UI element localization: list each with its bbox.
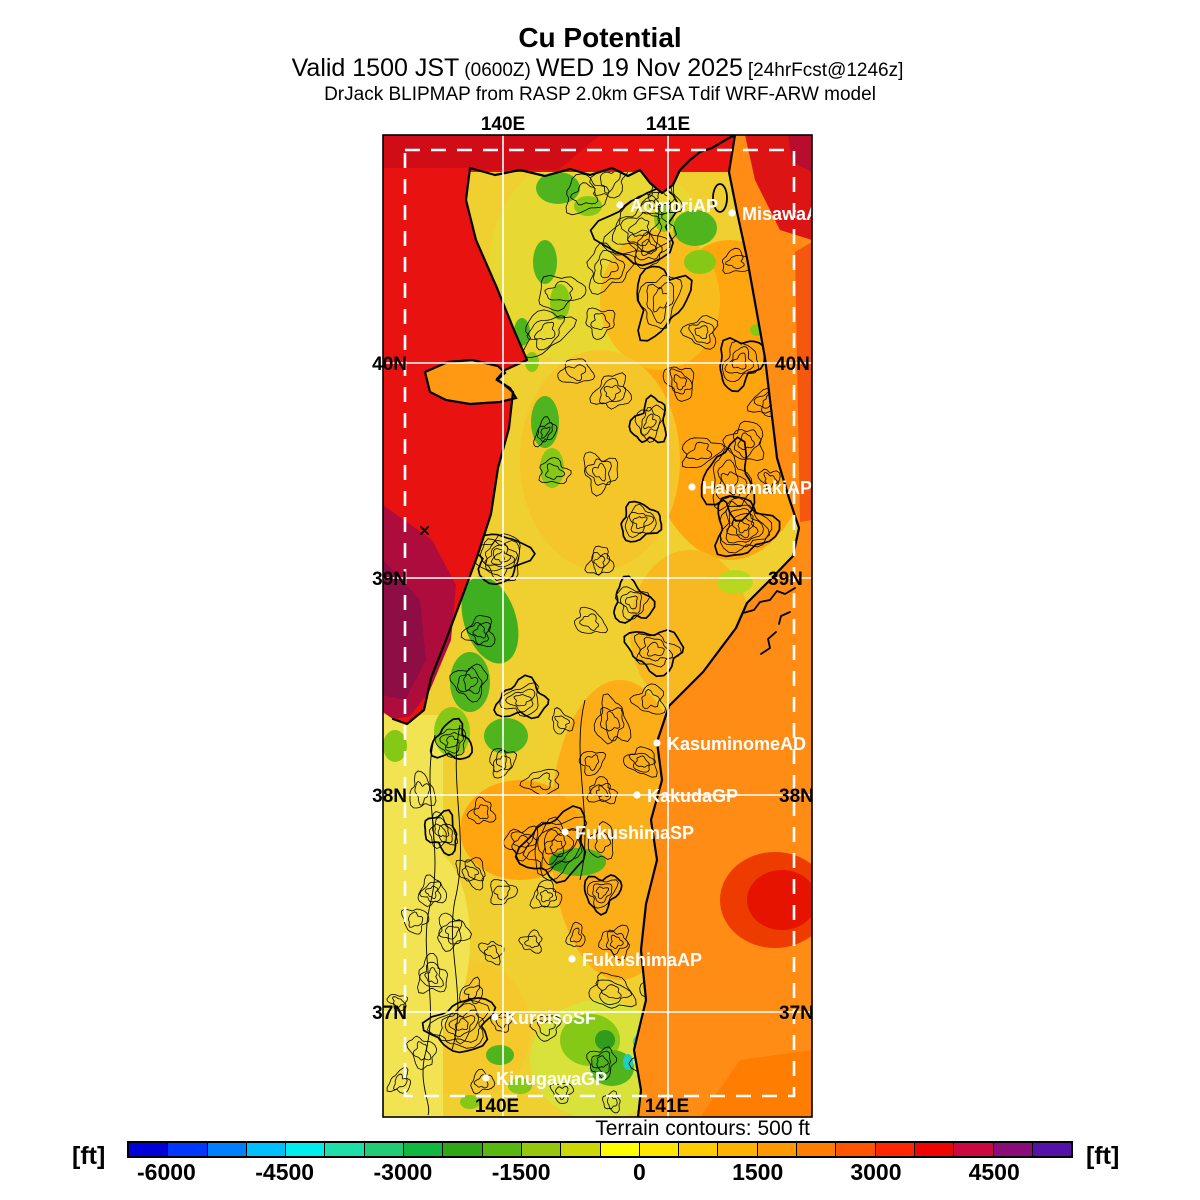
small-island-mark [420,526,429,535]
station-label: MisawaAD [742,204,832,224]
valid-prefix: Valid 1500 JST [291,54,460,82]
colorbar-tick-label: -6000 [136,1159,196,1185]
forecast-map: AomoriAP MisawaAD HanamakiAP KasuminomeAD Ka… [355,112,835,1142]
lon-label-top: 140E [481,114,525,135]
inner-domain-box [403,148,796,1098]
station-label: AomoriAP [630,196,718,216]
map-mat [355,112,835,1142]
station-dot [688,483,696,491]
colorbar-segment [993,1143,1033,1156]
lat-label-right: 40N [775,354,810,375]
colorbar-segment [168,1143,208,1156]
valid-zulu: (0600Z) [464,60,531,81]
lon-label-bottom: 140E [475,1096,519,1117]
colorbar-segment [246,1143,287,1156]
colorbar-segment [679,1143,719,1156]
colorbar-segment [836,1143,876,1156]
colorbar-segment [639,1143,680,1156]
matsushima-coast-detail [742,587,796,655]
colorbar-segment [954,1143,994,1156]
colorbar-segment [914,1143,955,1156]
lon-label-bottom: 141E [645,1096,689,1117]
station-label: FukushimaSP [575,823,694,843]
colorbar-segment [600,1143,640,1156]
colorbar-unit-right: [ft] [1086,1142,1120,1170]
lat-label-left: 39N [372,569,407,590]
colorbar-tick-label: 1500 [732,1159,784,1185]
colorbar-segment [521,1143,562,1156]
colorbar-tick-label: 4500 [968,1159,1020,1185]
lat-label-right: 37N [779,1003,814,1024]
graticule [383,135,812,1117]
station-label: KuroisoSF [505,1008,596,1028]
page-title: Cu Potential [518,22,682,53]
colorbar-tick-label: -3000 [373,1159,433,1185]
station-label: KakudaGP [647,786,738,806]
colorbar-unit-left: [ft] [72,1142,106,1170]
colorbar-segment [718,1143,758,1156]
axis-labels: 140E 141E 140E 141E 40N 39N 38N 37N 40N 39N 38N 37N [372,114,814,1117]
colorbar-tick-label: -1500 [491,1159,551,1185]
station-label: KinugawaGP [496,1069,607,1089]
station-dot [728,209,736,217]
station-dot [633,791,641,799]
lat-label-right: 38N [779,786,814,807]
station-dot [491,1013,499,1021]
valid-time-line: Valid 1500 JST (0600Z) WED 19 Nov 2025 [24h… [0,54,1200,83]
colorbar-segment [875,1143,915,1156]
station-dot [568,955,576,963]
oga-peninsula [423,358,518,406]
map-frame [382,134,813,1118]
station-dot [482,1074,490,1082]
valid-date: WED 19 Nov 2025 [535,54,743,82]
west-coastline [391,166,529,726]
lon-label-top: 141E [646,114,690,135]
colorbar-segment [404,1143,444,1156]
terrain-contours-note: Terrain contours: 500 ft [595,1117,810,1140]
colorbar-segment [129,1143,169,1156]
colorbar [127,1141,1073,1158]
colorbar-segment [325,1143,365,1156]
colorbar-segment [286,1143,326,1156]
model-line: DrJack BLIPMAP from RASP 2.0km GFSA Tdif… [324,84,876,105]
station-dot [653,739,661,747]
colorbar-segment [482,1143,522,1156]
north-coastline [468,133,737,195]
lat-label-left: 37N [372,1003,407,1024]
colorbar-segment [1032,1143,1072,1156]
east-coastline [632,133,801,1119]
station-label: FukushimaAP [582,950,702,970]
colorbar-segment [443,1143,483,1156]
colorbar-segment [757,1143,798,1156]
station-label: HanamakiAP [702,478,812,498]
station-dot [616,201,624,209]
colorbar-tick-label: -4500 [255,1159,315,1185]
coastlines [391,133,801,1119]
colorbar-segment [207,1143,247,1156]
colorbar-tick-label: 3000 [850,1159,902,1185]
colorbar-segment [364,1143,405,1156]
lake-ogawara [712,183,728,213]
lat-label-left: 40N [372,354,407,375]
colorbar-segment [561,1143,601,1156]
colorbar-segment [797,1143,837,1156]
lat-label-right: 39N [768,569,803,590]
station-label: KasuminomeAD [667,734,806,754]
station-markers: AomoriAP MisawaAD HanamakiAP KasuminomeAD Ka… [482,196,832,1089]
sea-regions [383,135,830,1117]
lat-label-left: 38N [372,786,407,807]
colorbar-tick-label: 0 [633,1159,646,1185]
terrain-contour-lines [386,158,790,1116]
station-dot [561,828,569,836]
valid-fcst: [24hrFcst@1246z] [747,60,904,81]
